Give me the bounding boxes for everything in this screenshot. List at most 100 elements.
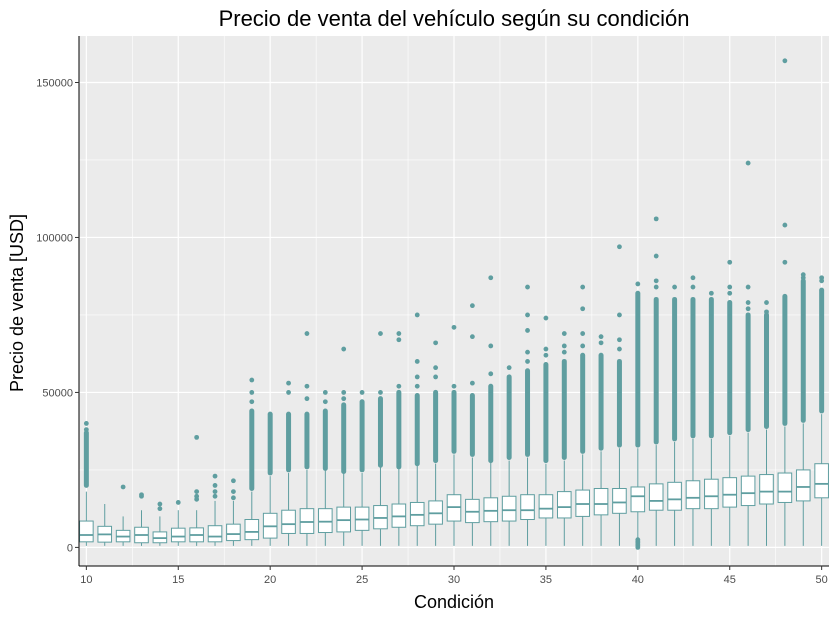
outlier-point xyxy=(525,328,530,333)
outlier-point xyxy=(433,365,439,371)
box-body xyxy=(704,478,719,510)
box-body xyxy=(244,519,260,541)
box-body xyxy=(318,508,333,534)
box-body xyxy=(795,469,811,502)
box-body xyxy=(630,486,646,513)
box-condition-31 xyxy=(465,303,480,546)
outlier-point xyxy=(322,390,328,395)
outlier-point xyxy=(139,493,144,499)
box-condition-15 xyxy=(170,500,186,546)
outlier-point xyxy=(488,275,494,281)
outlier-point xyxy=(286,380,291,386)
outlier-point xyxy=(157,506,163,512)
box-condition-21 xyxy=(281,380,296,546)
outlier-point xyxy=(175,500,181,505)
outlier-point xyxy=(543,315,549,321)
box-condition-26 xyxy=(373,331,388,546)
outlier-point xyxy=(764,309,769,315)
y-tick-label: 150000 xyxy=(36,77,73,89)
outlier-point xyxy=(745,284,751,290)
box-condition-37 xyxy=(575,284,590,546)
box-condition-39 xyxy=(612,244,627,546)
box-body xyxy=(667,481,682,511)
outlier-point xyxy=(83,427,89,433)
box-body xyxy=(722,477,738,508)
outlier-point xyxy=(782,259,788,265)
outlier-point xyxy=(561,331,567,336)
box-condition-50 xyxy=(814,275,829,546)
outlier-point xyxy=(617,312,622,318)
outlier-point xyxy=(249,390,255,395)
box-body xyxy=(79,520,94,543)
box-body xyxy=(170,527,186,543)
outlier-point xyxy=(653,253,659,259)
box-condition-34 xyxy=(520,284,535,546)
box-condition-38 xyxy=(593,334,609,546)
outlier-point xyxy=(286,390,291,395)
box-body xyxy=(538,494,554,519)
outlier-point xyxy=(194,434,200,440)
outlier-point xyxy=(653,278,659,284)
box-condition-44 xyxy=(704,290,719,546)
outlier-point xyxy=(378,331,383,336)
box-condition-13 xyxy=(134,492,149,546)
box-body xyxy=(501,495,517,522)
box-body xyxy=(740,475,756,507)
box-condition-47 xyxy=(759,300,774,546)
x-tick-label: 30 xyxy=(448,574,460,586)
outlier-point xyxy=(378,390,383,395)
outlier-point xyxy=(212,483,218,488)
outlier-point xyxy=(304,396,310,402)
outlier-point xyxy=(433,340,439,346)
outlier-point xyxy=(157,501,163,507)
outlier-point xyxy=(727,259,733,265)
outlier-point xyxy=(690,275,696,281)
outlier-point xyxy=(451,324,457,330)
x-tick-label: 50 xyxy=(816,574,828,586)
box-condition-49 xyxy=(795,272,811,546)
outlier-point xyxy=(451,383,457,389)
outlier-point xyxy=(194,489,200,495)
outlier-point xyxy=(543,352,549,358)
box-body xyxy=(814,463,829,499)
outlier-point xyxy=(414,312,420,318)
outlier-point xyxy=(212,493,218,499)
outlier-point xyxy=(414,383,420,389)
outlier-point xyxy=(525,349,530,355)
outlier-point xyxy=(653,216,659,222)
outlier-point xyxy=(304,331,310,336)
box-condition-40 xyxy=(630,281,646,550)
outlier-point xyxy=(194,496,200,502)
box-condition-23 xyxy=(318,390,333,546)
x-tick-label: 15 xyxy=(172,574,184,586)
box-condition-35 xyxy=(538,315,554,546)
outlier-point xyxy=(580,343,586,349)
box-condition-22 xyxy=(299,331,315,546)
outlier-point xyxy=(396,337,402,343)
outlier-point xyxy=(525,312,530,318)
outlier-point xyxy=(800,275,806,281)
box-condition-19 xyxy=(244,377,260,546)
box-body xyxy=(556,491,572,519)
outlier-point xyxy=(433,374,439,380)
outlier-point xyxy=(708,290,714,296)
box-condition-32 xyxy=(483,275,499,546)
outlier-point xyxy=(580,306,586,312)
outlier-point xyxy=(617,337,622,343)
outlier-point xyxy=(745,300,751,305)
outlier-point xyxy=(525,284,530,290)
x-tick-label: 25 xyxy=(356,574,368,586)
chart-title: Precio de venta del vehículo según su co… xyxy=(219,6,690,31)
outlier-point xyxy=(469,303,475,309)
outlier-point xyxy=(561,349,567,355)
box-condition-29 xyxy=(428,340,443,546)
box-condition-48 xyxy=(777,58,793,546)
box-condition-43 xyxy=(685,275,701,546)
outlier-point xyxy=(617,244,622,250)
outlier-point xyxy=(727,290,733,296)
outlier-point xyxy=(83,421,89,426)
box-condition-28 xyxy=(409,312,425,546)
box-body xyxy=(483,497,499,523)
box-condition-17 xyxy=(207,473,223,546)
